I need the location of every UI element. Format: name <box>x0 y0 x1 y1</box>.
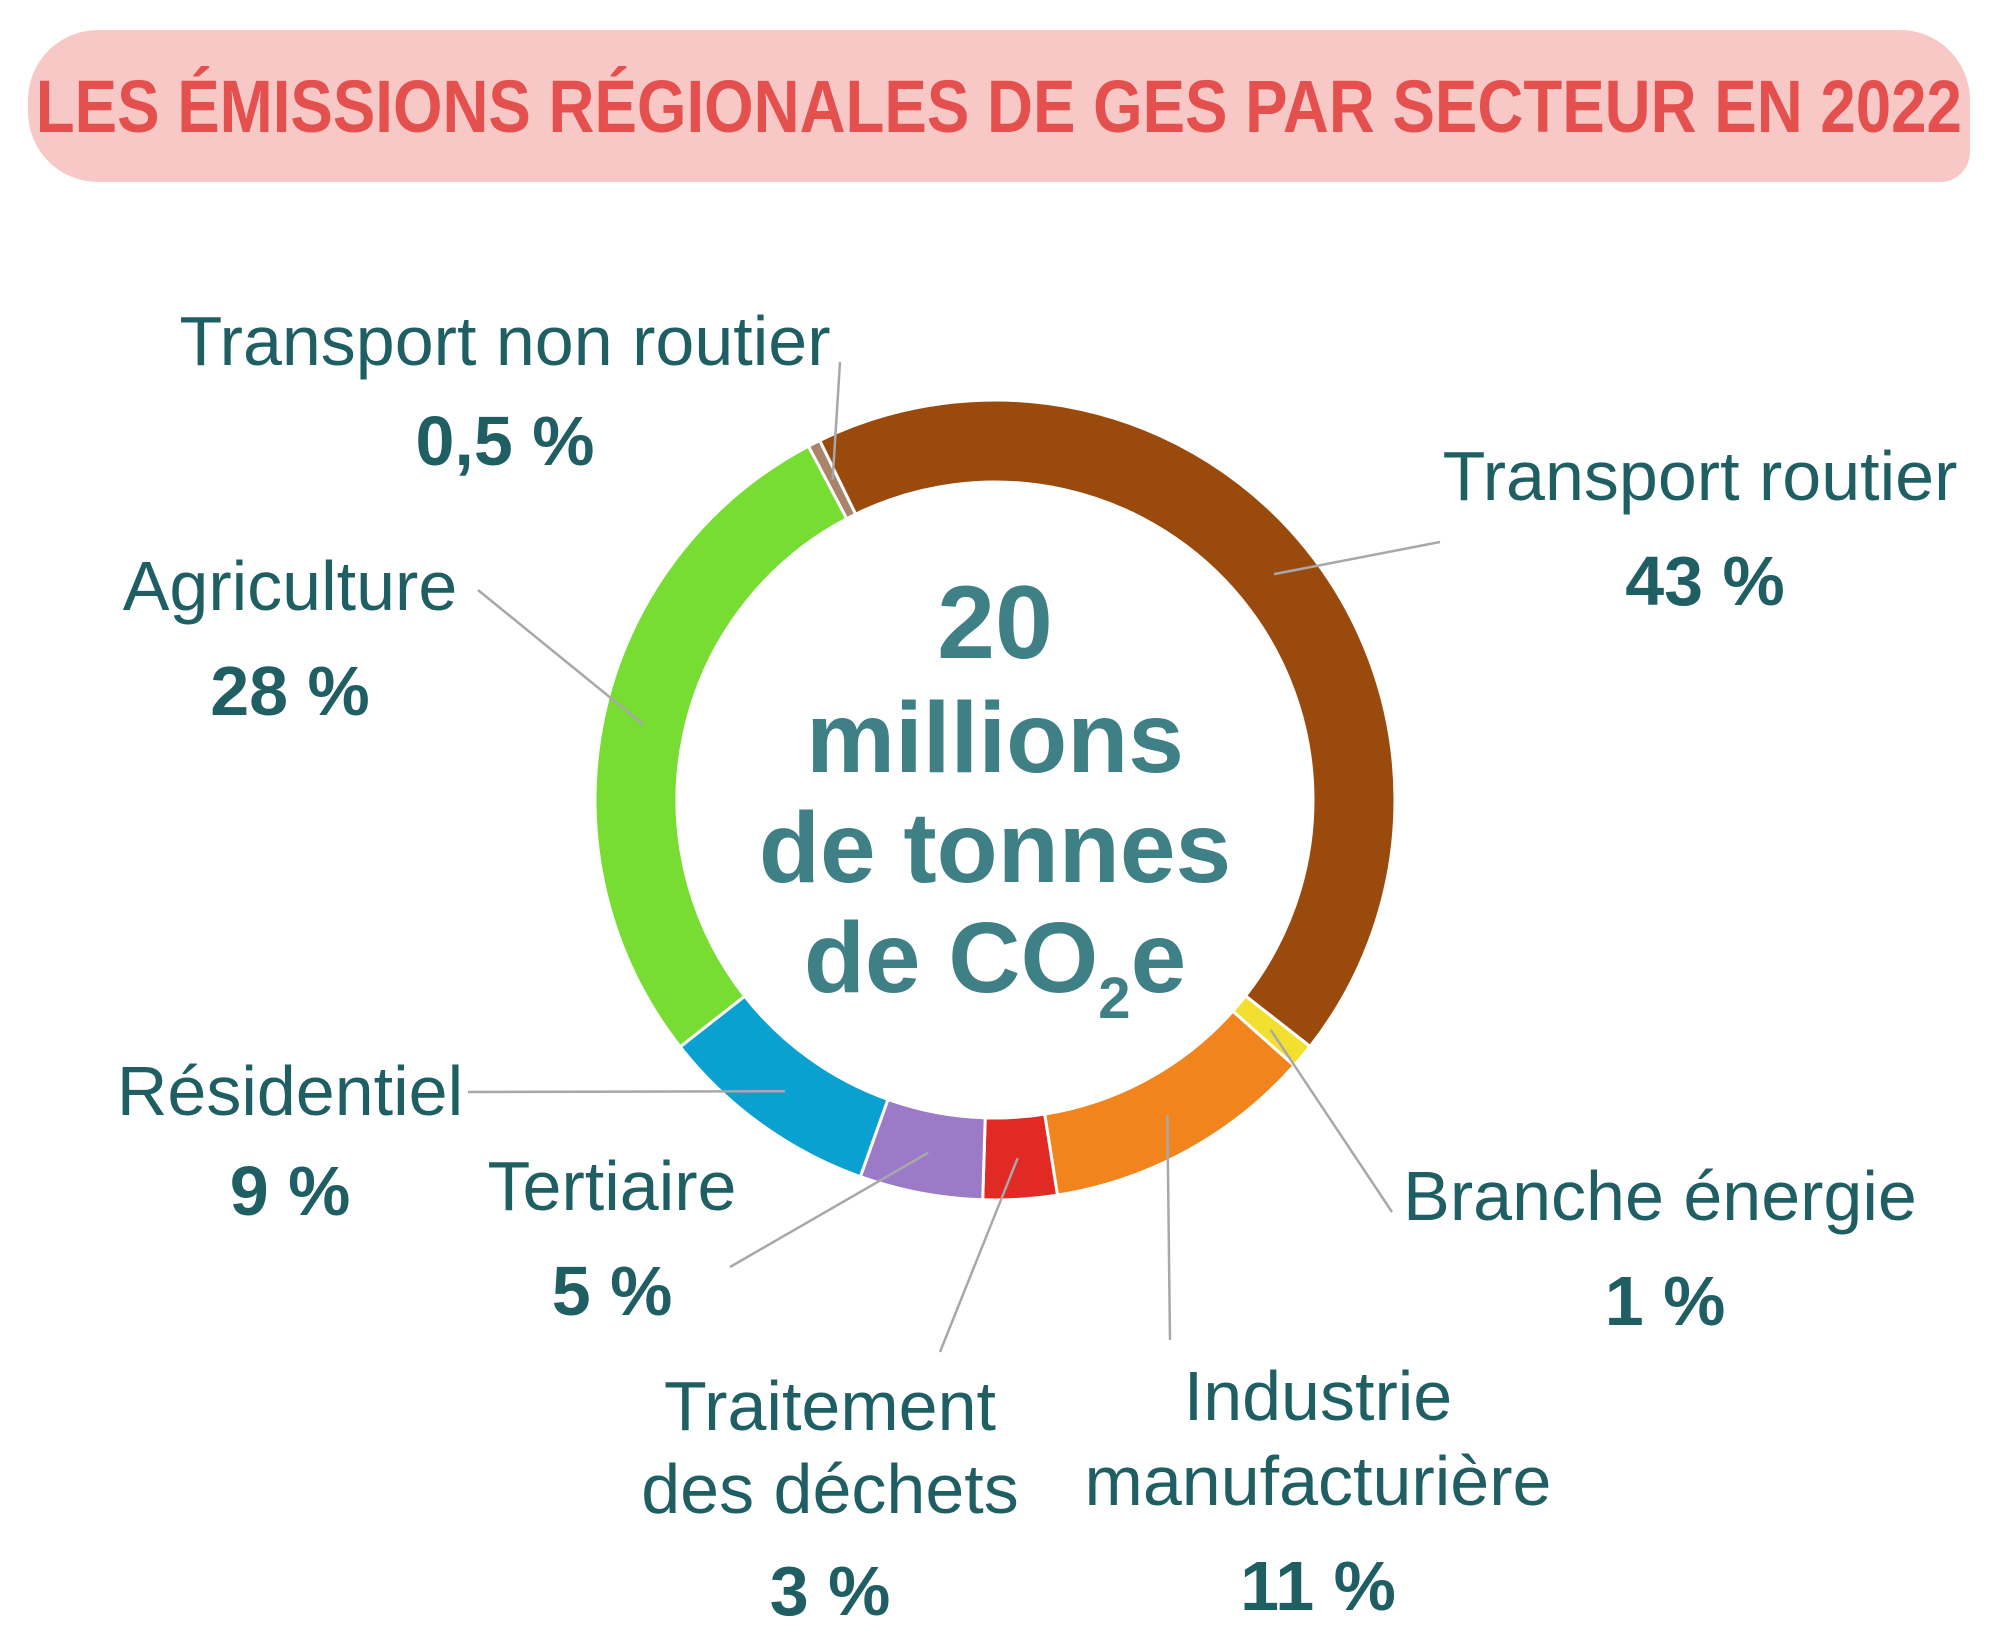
leader-branche-energie <box>1269 1029 1394 1213</box>
label-value-transport-routier: 43 % <box>1625 542 1785 620</box>
label-value-branche-energie: 1 % <box>1605 1262 1726 1340</box>
center-subscript: 2 <box>1098 966 1130 1031</box>
leader-residentiel <box>467 1089 786 1094</box>
chart-title: LES ÉMISSIONS RÉGIONALES DE GES PAR SECT… <box>35 64 1963 148</box>
label-value-industrie-manufacturiere: 11 % <box>1240 1547 1396 1625</box>
label-name-industrie-manufacturiere-1: Industrie <box>1184 1357 1452 1435</box>
label-value-transport-non-routier: 0,5 % <box>416 402 595 480</box>
slice-traitement-des-dechets <box>981 1112 1060 1202</box>
leader-agriculture <box>477 589 645 726</box>
label-name-industrie-manufacturiere-2: manufacturière <box>1085 1442 1552 1520</box>
label-name-residentiel: Résidentiel <box>117 1052 463 1130</box>
label-name-agriculture: Agriculture <box>123 547 458 625</box>
label-value-agriculture: 28 % <box>210 652 370 730</box>
slice-agriculture <box>593 444 849 1049</box>
label-name-branche-energie: Branche énergie <box>1403 1157 1917 1235</box>
donut-slices <box>593 398 1397 1202</box>
label-name-transport-non-routier: Transport non routier <box>179 302 830 380</box>
label-name-traitement-des-dechets-1: Traitement <box>664 1367 996 1445</box>
leader-transport-non-routier <box>831 361 842 480</box>
label-name-tertiaire: Tertiaire <box>488 1147 737 1225</box>
label-value-residentiel: 9 % <box>230 1152 351 1230</box>
slice-industrie-manufacturiere <box>1042 1009 1297 1197</box>
leader-lines <box>467 361 1441 1353</box>
center-line-2: millions <box>806 682 1184 794</box>
label-name-transport-routier: Transport routier <box>1443 437 1958 515</box>
leader-traitement-des-dechets <box>938 1157 1019 1353</box>
leader-transport-routier <box>1273 540 1441 576</box>
center-e: e <box>1131 902 1187 1014</box>
center-line-3: de tonnes <box>759 792 1231 904</box>
slice-transport-routier <box>817 398 1397 1049</box>
title-banner: LES ÉMISSIONS RÉGIONALES DE GES PAR SECT… <box>28 30 1970 182</box>
leader-tertiaire <box>729 1151 929 1269</box>
label-value-tertiaire: 5 % <box>552 1252 673 1330</box>
leader-industrie-manufacturiere <box>1166 1114 1172 1341</box>
center-label: 20 millions de tonnes de CO2e <box>759 565 1231 1031</box>
slice-labels: Transport routier 43 % Branche énergie 1 % I… <box>117 302 1958 1630</box>
label-name-traitement-des-dechets-2: des déchets <box>641 1450 1018 1528</box>
center-line-1: 20 <box>937 565 1053 681</box>
label-value-traitement-des-dechets: 3 % <box>770 1552 891 1630</box>
center-co: de CO <box>804 902 1098 1014</box>
center-line-4: de CO2e <box>804 902 1186 1031</box>
